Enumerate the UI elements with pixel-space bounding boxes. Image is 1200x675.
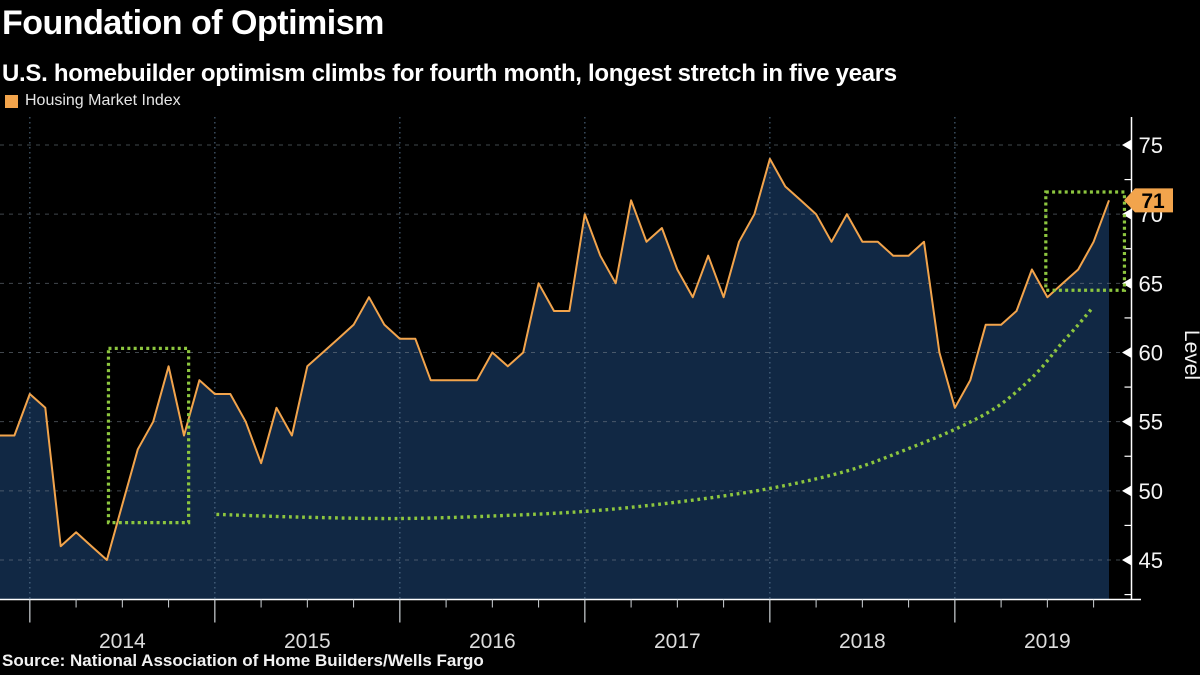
chart-subtitle: U.S. homebuilder optimism climbs for fou…	[2, 60, 897, 87]
y-major-tick-arrow	[1122, 208, 1132, 220]
gridlines	[0, 117, 1132, 600]
last-value-badge: 71	[1124, 188, 1173, 213]
annotation-box-streak-2014	[106, 346, 191, 525]
y-tick-label: 55	[1139, 410, 1163, 435]
badge-value: 71	[1141, 190, 1165, 213]
y-tick-label: 45	[1139, 548, 1163, 573]
y-major-tick-arrow	[1122, 485, 1132, 497]
y-major-tick-arrow	[1122, 416, 1132, 428]
y-major-tick-arrow	[1122, 139, 1132, 151]
x-tick-label: 2016	[469, 630, 516, 653]
chart-title: Foundation of Optimism	[2, 4, 384, 42]
hmi-area-fill	[0, 158, 1109, 600]
source-note: Source: National Association of Home Bui…	[2, 651, 484, 670]
y-tick-label: 60	[1139, 341, 1163, 366]
x-tick-label: 2014	[99, 630, 146, 653]
legend-label: Housing Market Index	[25, 92, 181, 109]
y-major-tick-arrow	[1122, 554, 1132, 566]
badge-shape	[1124, 188, 1173, 213]
y-tick-label: 75	[1139, 133, 1163, 158]
hmi-line	[0, 157, 1110, 561]
y-axis-title: Level	[1180, 330, 1200, 380]
x-tick-label: 2017	[654, 630, 701, 653]
x-tick-label: 2019	[1024, 630, 1071, 653]
annotation-trend-curve	[216, 307, 1094, 521]
y-tick-label: 65	[1139, 271, 1163, 296]
x-tick-label: 2015	[284, 630, 331, 653]
y-tick-label: 50	[1139, 479, 1163, 504]
y-major-tick-arrow	[1122, 277, 1132, 289]
annotation-box-streak-2019	[1044, 190, 1127, 292]
bottom-axis: 2014 2015 2016 2017 2018 2019	[0, 598, 1141, 653]
x-tick-label: 2018	[839, 630, 886, 653]
y-major-tick-arrow	[1122, 347, 1132, 359]
annotations	[106, 190, 1127, 525]
legend: Housing Market Index	[5, 92, 181, 110]
legend-swatch	[5, 94, 18, 108]
